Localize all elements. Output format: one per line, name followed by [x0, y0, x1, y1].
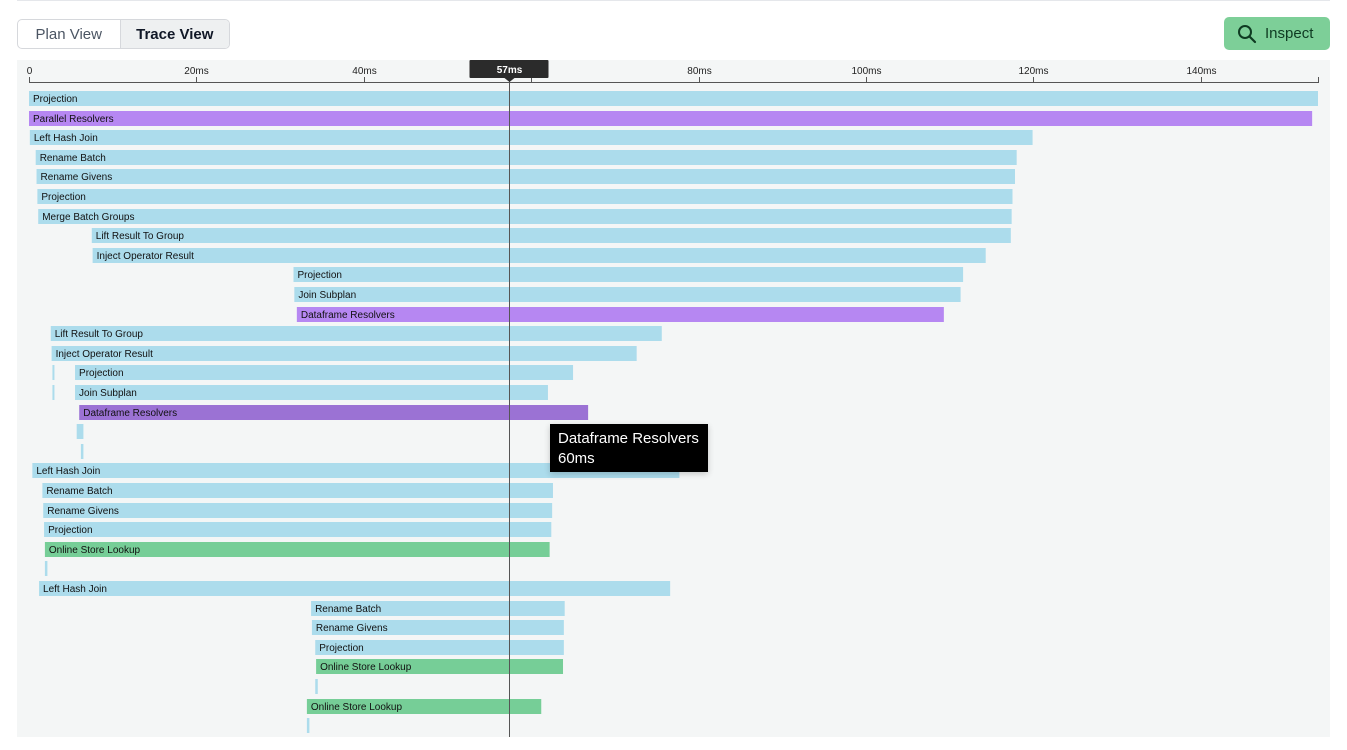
span-bar[interactable] — [80, 444, 84, 459]
time-cursor-badge — [469, 60, 549, 78]
span-bar[interactable] — [76, 424, 84, 439]
span-bar[interactable] — [29, 130, 1033, 145]
tooltip-title: Dataframe Resolvers — [558, 430, 699, 447]
span-label: Merge Batch Groups — [42, 212, 134, 223]
span-label: Rename Givens — [41, 172, 113, 183]
span-label: Projection — [41, 192, 85, 203]
span-bar[interactable] — [44, 561, 48, 576]
span-label: Projection — [319, 643, 363, 654]
span-label: Online Store Lookup — [311, 702, 403, 713]
span-bar[interactable] — [311, 620, 564, 635]
span-bar[interactable] — [294, 287, 961, 302]
trace-panel: 0 20ms 40ms 60ms 80ms 100ms 120ms 140ms Projecti… — [17, 60, 1330, 737]
span-label: Rename Batch — [315, 604, 381, 615]
span-label: Projection — [79, 368, 123, 379]
span-bar[interactable] — [52, 365, 55, 380]
axis-tick-label: 80ms — [687, 66, 711, 77]
span-label: Inject Operator Result — [56, 349, 153, 360]
span-bar[interactable] — [42, 483, 553, 498]
span-label: Lift Result To Group — [55, 329, 144, 340]
axis-tick-label: 100ms — [851, 66, 881, 77]
view-toggle: Plan View Trace View — [17, 19, 230, 49]
inspect-label: Inspect — [1265, 25, 1314, 42]
span-label: Online Store Lookup — [320, 662, 412, 673]
span-label: Parallel Resolvers — [33, 114, 114, 125]
span-label: Rename Batch — [40, 153, 106, 164]
span-bar[interactable] — [306, 718, 310, 733]
span-bar[interactable] — [316, 659, 564, 674]
span-bar[interactable] — [39, 581, 671, 596]
span-bar[interactable] — [293, 267, 964, 282]
span-bar[interactable] — [296, 307, 944, 322]
span-label: Join Subplan — [298, 290, 356, 301]
span-bar[interactable] — [91, 228, 1011, 243]
span-label: Left Hash Join — [43, 584, 107, 595]
span-label: Projection — [48, 525, 92, 536]
inspect-button[interactable]: Inspect — [1224, 17, 1330, 50]
span-label: Inject Operator Result — [97, 251, 194, 262]
axis-tick-label: 40ms — [352, 66, 376, 77]
span-bar[interactable] — [32, 463, 680, 478]
span-bar[interactable] — [315, 640, 564, 655]
tab-plan-view[interactable]: Plan View — [35, 25, 102, 43]
span-bar[interactable] — [38, 209, 1012, 224]
span-bar[interactable] — [79, 405, 589, 420]
span-label: Left Hash Join — [34, 133, 98, 144]
span-label: Rename Batch — [46, 486, 112, 497]
span-bar[interactable] — [35, 150, 1017, 165]
tooltip-duration: 60ms — [558, 450, 595, 467]
top-divider — [17, 0, 1330, 1]
span-bar[interactable] — [43, 503, 553, 518]
span-bar[interactable] — [311, 601, 565, 616]
span-bar[interactable] — [51, 346, 637, 361]
time-cursor-label: 57ms — [497, 65, 523, 76]
span-bar[interactable] — [44, 542, 550, 557]
span-label: Online Store Lookup — [49, 545, 141, 556]
span-bar[interactable] — [44, 522, 552, 537]
span-bar[interactable] — [37, 189, 1013, 204]
span-bar[interactable] — [75, 365, 574, 380]
span-bar[interactable] — [36, 169, 1016, 184]
span-label: Projection — [297, 270, 341, 281]
tab-trace-view[interactable]: Trace View — [119, 20, 229, 48]
span-bar[interactable] — [29, 91, 1318, 106]
axis-tick-label: 140ms — [1186, 66, 1216, 77]
time-cursor-pointer — [504, 78, 515, 82]
span-label: Rename Givens — [316, 623, 388, 634]
span-bar[interactable] — [92, 248, 986, 263]
span-label: Projection — [33, 94, 77, 105]
search-icon — [1238, 24, 1257, 43]
trace-timeline: 0 20ms 40ms 60ms 80ms 100ms 120ms 140ms Projecti… — [27, 60, 1319, 737]
span-label: Left Hash Join — [36, 466, 100, 477]
axis-tick-label: 0 — [27, 66, 33, 77]
span-bar[interactable] — [306, 699, 542, 714]
axis-tick-label: 120ms — [1018, 66, 1048, 77]
span-label: Lift Result To Group — [96, 231, 185, 242]
span-bar[interactable] — [29, 111, 1313, 126]
span-label: Join Subplan — [79, 388, 137, 399]
span-label: Dataframe Resolvers — [83, 408, 177, 419]
span-label: Rename Givens — [47, 506, 119, 517]
axis-tick-label: 20ms — [184, 66, 208, 77]
span-bar[interactable] — [52, 385, 55, 400]
span-bar[interactable] — [75, 385, 548, 400]
span-tooltip: Dataframe Resolvers 60ms — [550, 424, 708, 472]
span-label: Dataframe Resolvers — [301, 310, 395, 321]
span-bar[interactable] — [315, 679, 318, 694]
